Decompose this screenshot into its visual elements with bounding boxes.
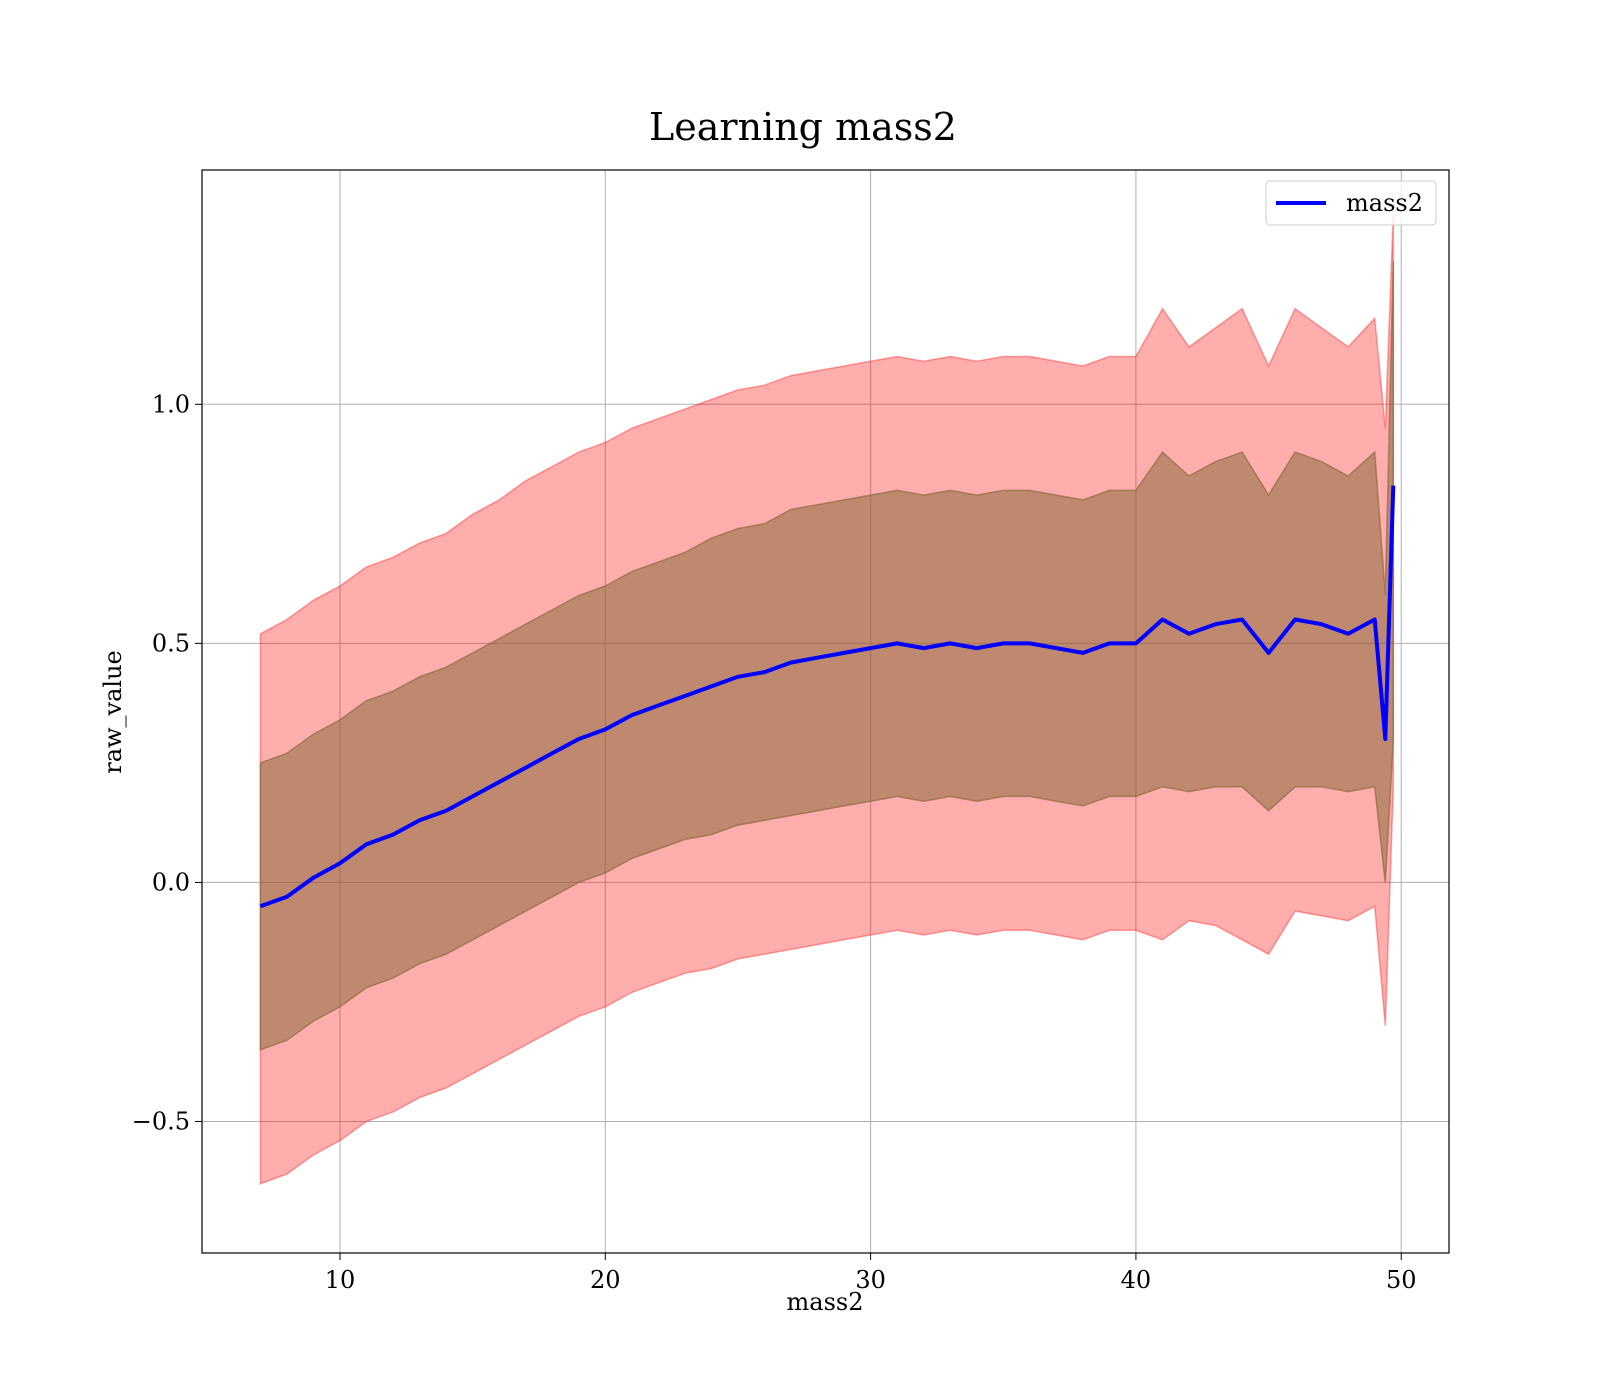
x-tick-label: 10 [325,1266,356,1294]
x-tick-label: 40 [1121,1266,1152,1294]
series-line-mass2 [259,485,1396,909]
legend-box [1265,180,1437,226]
x-tick-label: 30 [855,1266,886,1294]
y-tick-label: 0.5 [152,629,190,657]
plot-frame [201,169,1450,1254]
y-axis-ticks: −0.5 0.0 0.5 1.0 [132,390,202,1136]
lines [259,485,1396,909]
y-tick-label: 1.0 [152,390,190,418]
x-tick-label: 20 [590,1266,621,1294]
x-axis-label: mass2 [787,1288,864,1316]
x-tick-label: 50 [1386,1266,1417,1294]
y-axis-label: raw_value [99,650,127,774]
legend-label-mass2: mass2 [1346,189,1423,217]
chart-title: Learning mass2 [649,105,957,149]
y-tick-label: −0.5 [132,1108,190,1136]
y-tick-label: 0.0 [152,868,190,896]
plot-area [201,169,1450,1254]
legend: mass2 [1265,180,1437,226]
x-axis-ticks: 10 20 30 40 50 [325,1253,1417,1294]
